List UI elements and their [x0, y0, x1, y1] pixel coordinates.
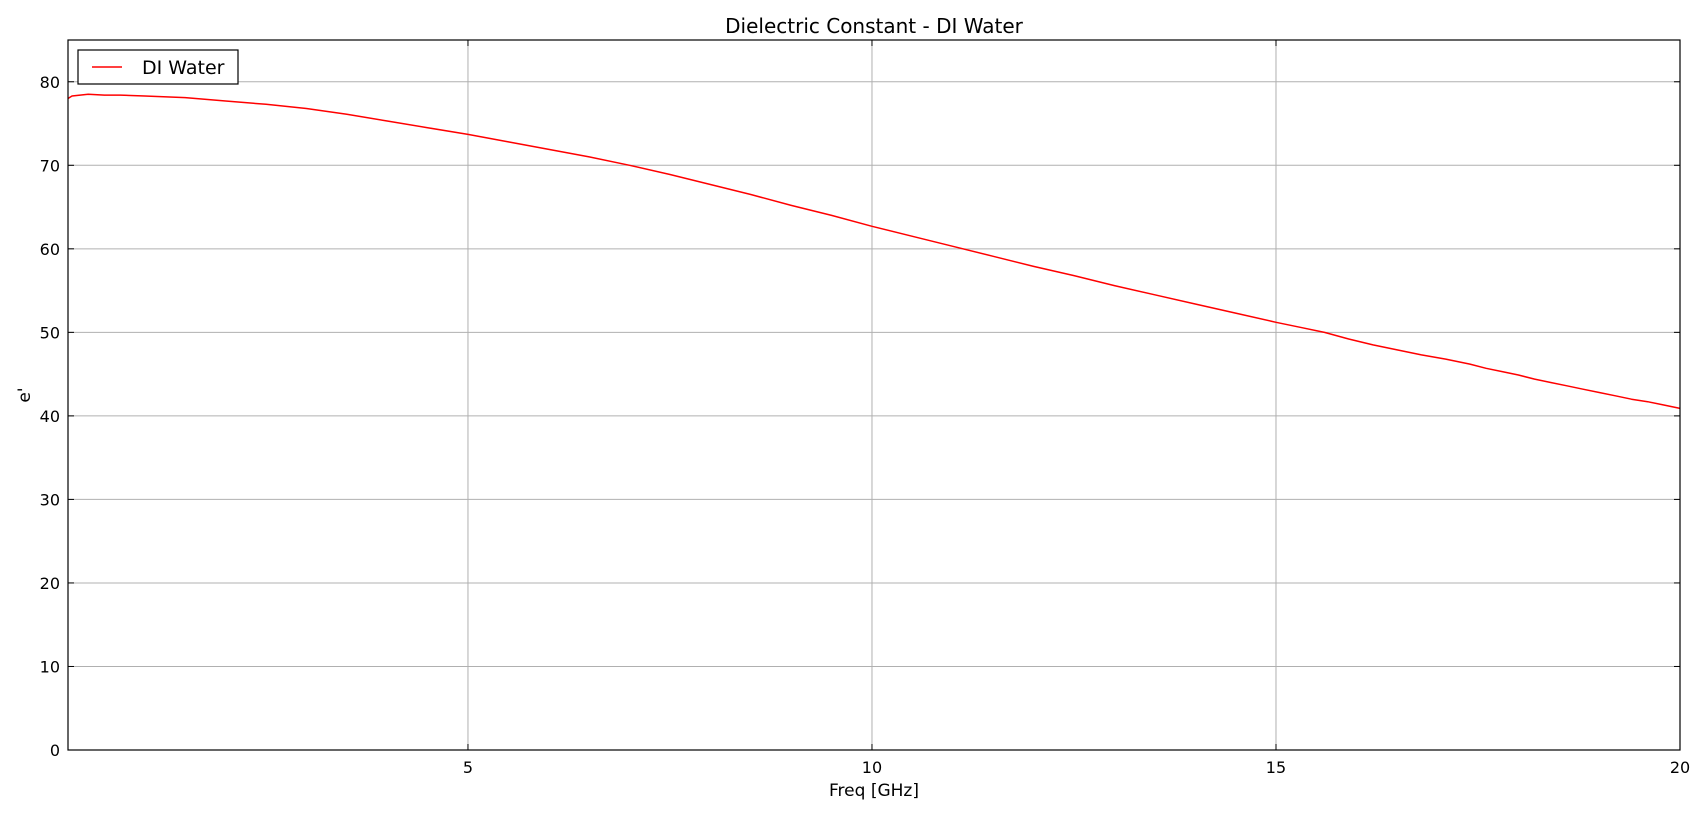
y-tick-label: 70 — [40, 156, 60, 175]
y-tick-label: 0 — [50, 741, 60, 760]
y-tick-label: 80 — [40, 73, 60, 92]
y-tick-label: 40 — [40, 407, 60, 426]
y-tick-label: 20 — [40, 574, 60, 593]
x-tick-label: 10 — [862, 758, 882, 777]
x-tick-label: 5 — [463, 758, 473, 777]
chart-title: Dielectric Constant - DI Water — [725, 14, 1023, 38]
x-tick-label: 15 — [1266, 758, 1286, 777]
legend-entry-di-water: DI Water — [142, 57, 225, 79]
y-tick-label: 30 — [40, 490, 60, 509]
x-tick-label: 20 — [1670, 758, 1690, 777]
plot-frame — [67, 39, 1681, 751]
y-tick-label: 10 — [40, 657, 60, 676]
legend: DI Water — [77, 49, 239, 85]
plot-area — [67, 93, 1681, 410]
y-axis-label: e' — [15, 387, 35, 402]
y-tick-label: 60 — [40, 240, 60, 259]
series-line-di-water — [67, 93, 1681, 410]
x-axis-label: Freq [GHz] — [829, 781, 919, 801]
gridlines — [68, 40, 1681, 751]
y-tick-label: 50 — [40, 323, 60, 342]
